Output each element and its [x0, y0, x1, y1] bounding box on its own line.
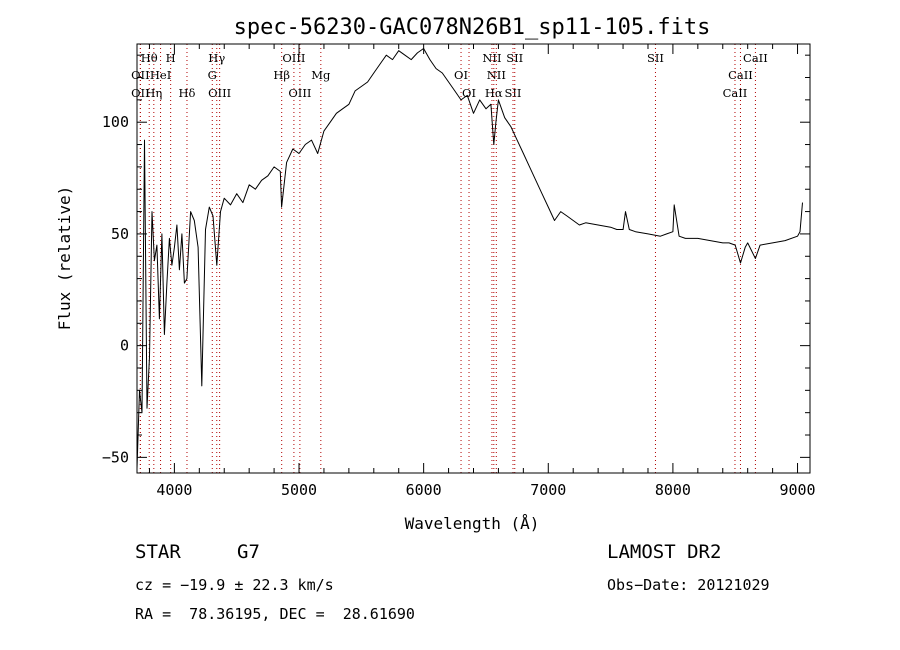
observation-date: Obs−Date: 20121029: [607, 576, 770, 594]
spectrum-series: [137, 49, 803, 469]
line-label-14: OI: [454, 68, 468, 82]
survey-name: LAMOST DR2: [607, 541, 721, 563]
line-label-23: CaII: [728, 68, 753, 82]
line-label-24: CaII: [723, 86, 748, 100]
line-label-19: SII: [505, 86, 522, 100]
line-label-16: NII: [482, 51, 501, 65]
line-label-12: Mg: [311, 68, 331, 82]
x-tick-label: 7000: [530, 481, 566, 499]
y-tick-label: 50: [111, 225, 129, 243]
line-label-6: Hδ: [178, 86, 195, 100]
object-subclass: G7: [237, 541, 260, 563]
x-tick-label: 5000: [281, 481, 317, 499]
x-tick-label: 4000: [156, 481, 192, 499]
line-label-11: Hβ: [273, 68, 290, 82]
redshift-cz: cz = −19.9 ± 22.3 km/s: [135, 576, 334, 594]
chart-title: spec-56230-GAC078N26B1_sp11-105.fits: [234, 15, 711, 40]
line-label-1: OII: [131, 68, 150, 82]
line-label-9: OIII: [208, 86, 231, 100]
line-label-13: OIII: [288, 86, 311, 100]
line-label-20: SII: [506, 51, 523, 65]
y-tick-label: 100: [102, 113, 129, 131]
line-label-4: Hη: [145, 86, 162, 100]
line-label-2: HeI: [150, 68, 171, 82]
x-tick-label: 6000: [406, 481, 442, 499]
x-tick-label: 9000: [779, 481, 815, 499]
x-axis-label: Wavelength (Å): [405, 514, 540, 533]
x-tick-label: 8000: [655, 481, 691, 499]
line-label-0: Hθ: [141, 51, 158, 65]
y-tick-label: −50: [102, 448, 129, 466]
line-label-21: SII: [647, 51, 664, 65]
plot-frame: [137, 44, 810, 473]
spectrum-line-0: [137, 49, 803, 469]
object-class: STAR: [135, 541, 181, 563]
line-label-10: OIII: [282, 51, 305, 65]
line-label-7: Hγ: [208, 51, 225, 65]
line-label-8: G: [208, 68, 217, 82]
axis-ticks: 4000 5000 6000 7000 8000 9000 −50 0 50 100: [102, 44, 816, 499]
ra-dec: RA = 78.36195, DEC = 28.61690: [135, 605, 415, 623]
y-axis-label: Flux (relative): [55, 186, 74, 331]
line-label-18: Hα: [485, 86, 503, 100]
y-tick-label: 0: [120, 337, 129, 355]
line-label-17: NII: [487, 68, 506, 82]
line-label-22: CaII: [743, 51, 768, 65]
